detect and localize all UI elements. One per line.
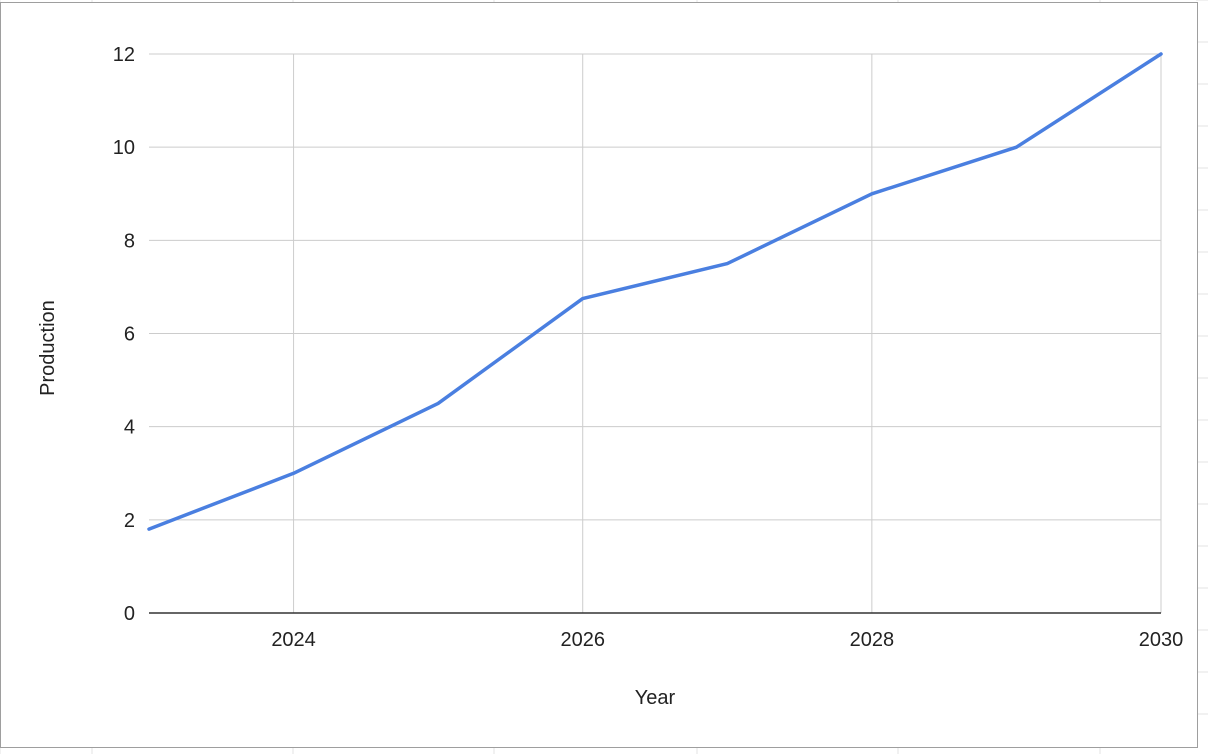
y-tick-label: 2 [124,510,135,532]
x-tick-label: 2026 [560,629,605,651]
y-tick-label: 10 [113,137,135,159]
y-tick-label: 6 [124,324,135,346]
gridlines [149,53,1162,613]
line-chart: 0 2 4 6 8 10 12 2024 2026 2028 2030 Year Productio… [37,44,1184,709]
tick-labels: 0 2 4 6 8 10 12 2024 2026 2028 2030 [113,44,1184,651]
series-layer [147,52,1163,531]
y-tick-label: 12 [113,44,135,66]
x-tick-label: 2024 [271,629,316,651]
y-tick-label: 0 [124,603,135,625]
x-tick-label: 2030 [1139,629,1184,651]
y-tick-label: 8 [124,230,135,252]
x-axis-title: Year [635,687,676,709]
y-axis-title: Production [37,300,59,396]
x-tick-label: 2028 [850,629,895,651]
series-line [147,52,1163,531]
y-tick-label: 4 [124,417,135,439]
